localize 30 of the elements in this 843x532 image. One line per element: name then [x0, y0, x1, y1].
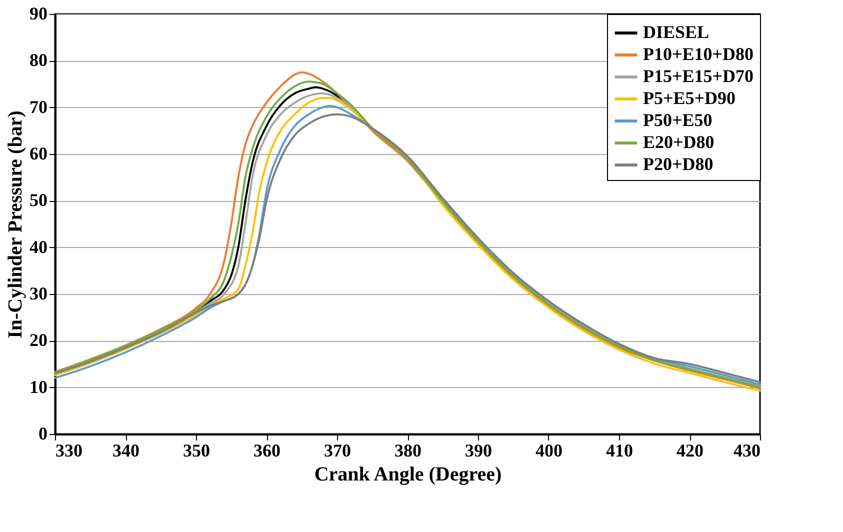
x-tick-label: 400: [536, 440, 562, 460]
y-tick-label: 70: [30, 96, 48, 117]
x-tick-label: 410: [606, 440, 633, 460]
y-tick-label: 10: [30, 376, 48, 397]
legend-label: P20+D80: [643, 154, 714, 174]
y-tick-label: 20: [30, 330, 48, 350]
x-tick-label: 350: [183, 440, 210, 460]
legend-label: P5+E5+D90: [643, 88, 736, 108]
y-tick-label: 0: [38, 424, 48, 444]
y-tick-label: 90: [30, 4, 48, 24]
y-tick-label: 60: [30, 144, 48, 164]
y-tick-label: 80: [30, 50, 48, 70]
x-tick-label: 370: [324, 440, 351, 460]
x-tick-label: 330: [56, 440, 82, 460]
y-tick-label: 40: [30, 236, 48, 257]
y-tick-label: 50: [30, 190, 48, 210]
legend-label: P10+E10+D80: [643, 44, 754, 64]
x-tick-label: 340: [112, 440, 140, 460]
legend-label: P50+E50: [643, 110, 712, 130]
x-tick-label: 390: [465, 440, 492, 460]
y-tick-label: 30: [30, 284, 48, 304]
x-tick-label: 430: [734, 440, 760, 460]
legend-label: E20+D80: [643, 132, 714, 152]
x-axis-title: Crank Angle (Degree): [314, 464, 502, 486]
y-axis-title: In-Cylinder Pressure (bar): [4, 110, 26, 338]
x-tick-label: 360: [254, 440, 280, 460]
legend-label: P15+E15+D70: [643, 66, 754, 86]
x-tick-label: 420: [676, 440, 704, 460]
x-tick-label: 380: [394, 440, 422, 460]
legend-label: DIESEL: [643, 22, 710, 42]
